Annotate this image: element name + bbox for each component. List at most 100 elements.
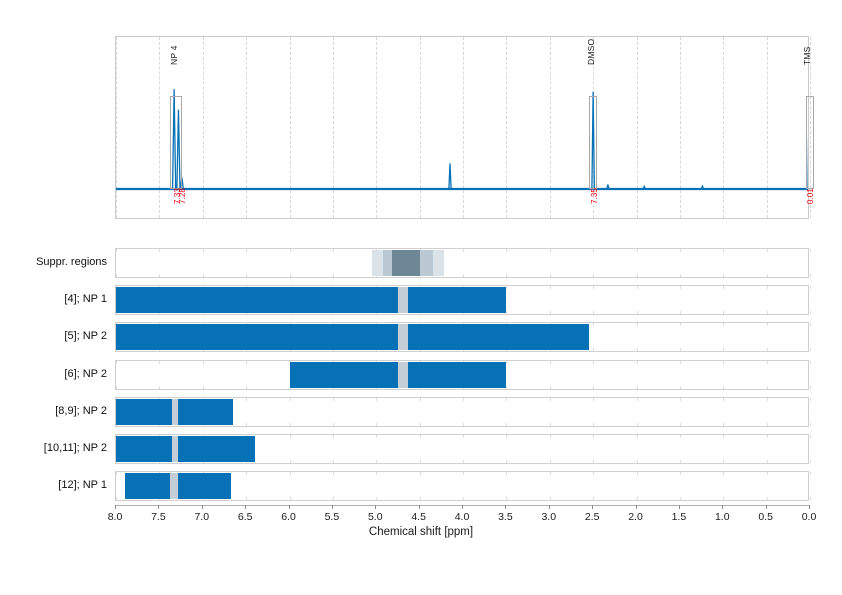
row-tick [506, 472, 508, 475]
x-axis-label: Chemical shift [ppm] [368, 526, 474, 538]
row-tick [506, 361, 508, 364]
row-tick [463, 423, 464, 426]
row-tick [679, 398, 681, 401]
row-tick [810, 249, 811, 252]
gridline [116, 37, 117, 218]
row-tick [376, 398, 378, 401]
region-bar [116, 287, 398, 313]
row-tick [376, 435, 378, 438]
row-tick [116, 497, 117, 500]
row-tick [593, 286, 595, 289]
region-bar [116, 436, 173, 462]
row-tick [246, 249, 248, 252]
row-tick [593, 398, 595, 401]
region-bar [116, 399, 173, 425]
row-tick [810, 435, 811, 438]
gridline [376, 37, 378, 218]
row-tick [549, 274, 551, 277]
row-tick [289, 472, 291, 475]
axis-tick-label: 5.0 [367, 511, 383, 523]
axis-tick [678, 505, 680, 509]
row-tick [289, 249, 291, 252]
region-gap [172, 399, 179, 425]
row-tick [159, 249, 161, 252]
axis-tick [245, 505, 247, 509]
row-tick [289, 398, 291, 401]
row-tick [246, 423, 248, 426]
row-tick [463, 497, 464, 500]
axis-tick-label: 1.0 [714, 511, 730, 523]
row-tick [636, 323, 638, 326]
row-tick [463, 274, 464, 277]
row-tick [636, 286, 638, 289]
row-tick [376, 497, 378, 500]
axis-tick-label: 8.0 [107, 511, 123, 523]
gridline [159, 37, 161, 218]
row-tick [593, 323, 595, 326]
row-tick [723, 361, 725, 364]
suppression-band-core [391, 250, 420, 276]
region-gap [169, 473, 179, 499]
axis-tick-label: 5.5 [324, 511, 340, 523]
row-tick [506, 460, 508, 463]
row-tick [332, 398, 334, 401]
row-tick [593, 497, 595, 500]
row-label-4: [8,9]; NP 2 [55, 405, 107, 417]
peak-shift-label: 7.28 [177, 188, 187, 204]
row-tick [549, 311, 551, 314]
gridline [679, 37, 681, 218]
row-tick [593, 249, 595, 252]
row-tick [463, 398, 464, 401]
row-tick [549, 435, 551, 438]
peak-name-label: DMSO [586, 38, 597, 65]
row-tick [766, 398, 768, 401]
row-tick [810, 497, 811, 500]
row-tick [549, 423, 551, 426]
row-tick [636, 348, 638, 351]
axis-tick [375, 505, 377, 509]
row-tick [636, 274, 638, 277]
row-tick [202, 274, 204, 277]
region-bar [116, 324, 398, 350]
row-tick [116, 472, 117, 475]
row-tick [332, 472, 334, 475]
row-label-6: [12]; NP 1 [58, 479, 107, 491]
region-bar [289, 362, 398, 388]
row-tick [636, 435, 638, 438]
axis-tick-label: 0.0 [801, 511, 817, 523]
axis-tick [722, 505, 724, 509]
row-panel [115, 285, 811, 315]
peak-callout-box [588, 96, 598, 189]
row-tick [202, 386, 204, 389]
gridline [246, 37, 248, 218]
peak-callout-box [169, 96, 182, 189]
row-tick [723, 348, 725, 351]
row-tick [593, 460, 595, 463]
region-gap [397, 287, 409, 313]
row-tick [766, 274, 768, 277]
row-panel [115, 360, 811, 390]
row-tick [419, 460, 421, 463]
gridline [289, 37, 291, 218]
row-tick [506, 497, 508, 500]
row-tick [159, 361, 161, 364]
gridline [506, 37, 508, 218]
row-tick [246, 361, 248, 364]
row-tick [636, 311, 638, 314]
axis-tick [158, 505, 160, 509]
row-tick [332, 460, 334, 463]
row-tick [506, 398, 508, 401]
gridline [810, 37, 811, 218]
row-tick [246, 274, 248, 277]
row-tick [159, 274, 161, 277]
row-tick [593, 435, 595, 438]
region-gap [397, 324, 409, 350]
row-tick [636, 497, 638, 500]
axis-tick [592, 505, 594, 509]
row-tick [679, 249, 681, 252]
row-tick [636, 361, 638, 364]
row-tick [506, 249, 508, 252]
row-tick [332, 249, 334, 252]
row-tick [332, 435, 334, 438]
region-bar [408, 287, 507, 313]
